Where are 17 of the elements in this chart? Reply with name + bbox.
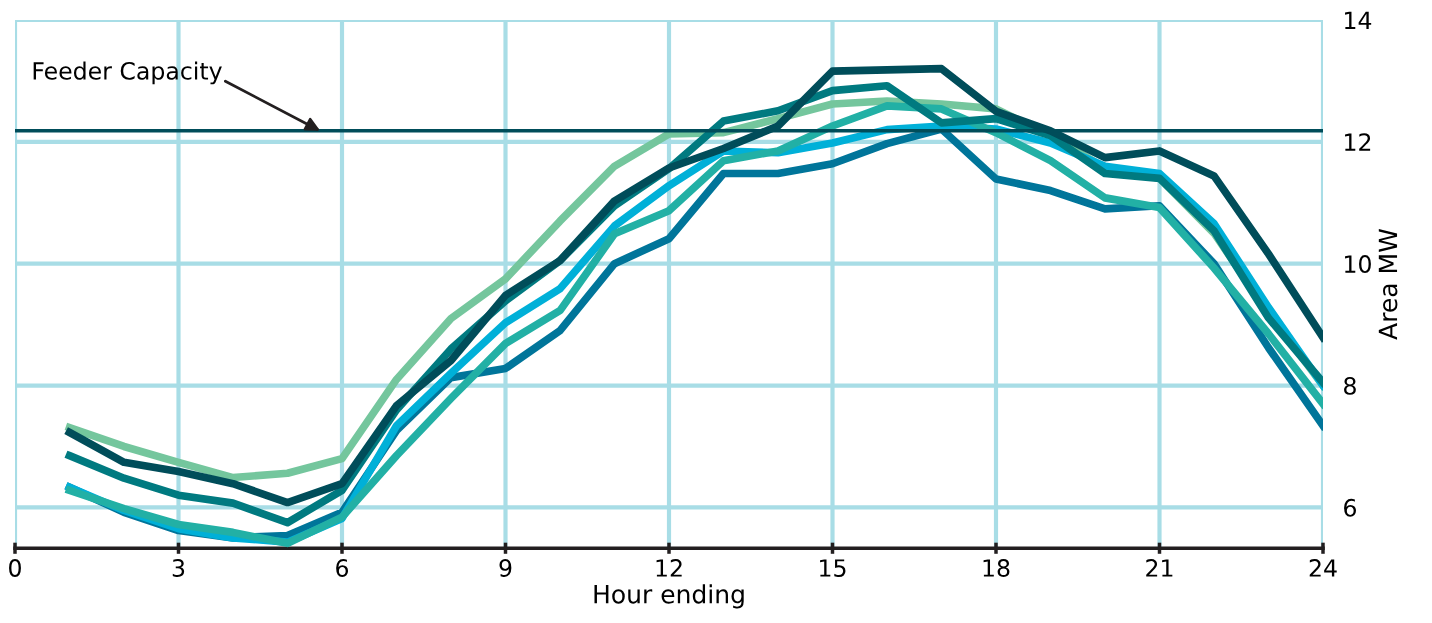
- x-tick-label: 15: [820, 559, 846, 577]
- x-tick-label: 12: [656, 559, 682, 577]
- y-tick-label: 12: [1345, 133, 1371, 151]
- x-tick-label: 18: [983, 559, 1010, 577]
- x-tick-label: 6: [336, 559, 349, 577]
- x-tick-label: 3: [172, 559, 185, 577]
- y-tick-label: 10: [1345, 255, 1371, 273]
- y-tick-label: 8: [1344, 376, 1356, 395]
- x-tick-label: 9: [499, 559, 512, 577]
- y-tick-label: 14: [1345, 11, 1372, 29]
- x-tick-label: 21: [1146, 559, 1173, 577]
- x-tick-label: 0: [9, 559, 21, 577]
- annotation: Feeder Capacity: [33, 61, 222, 85]
- y-tick-label: 6: [1344, 498, 1356, 517]
- x-axis-title: Hour ending: [594, 584, 744, 609]
- x-tick-label: 24: [1309, 559, 1337, 577]
- y-axis-title: Area MW: [1378, 229, 1398, 340]
